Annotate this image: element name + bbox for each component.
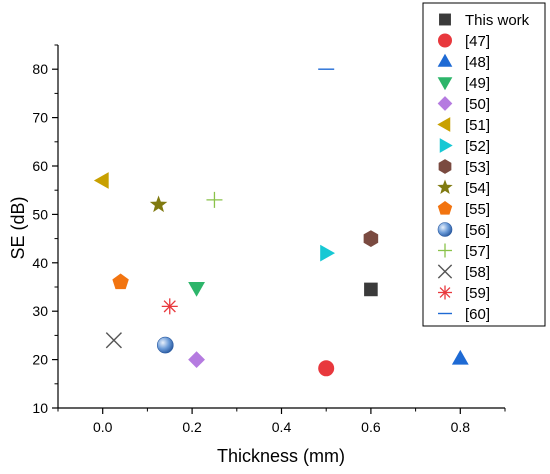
legend-marker-triangle-right [439,138,453,153]
legend-marker-x [437,264,453,279]
legend-label: This work [465,12,530,29]
y-tick-label: 20 [32,352,48,368]
data-point-square [364,282,378,297]
x-tick-label: 0.6 [361,419,381,435]
legend-label: [58] [465,264,490,281]
y-tick-label: 50 [32,206,48,222]
data-point-plus [206,191,223,208]
legend-label: [55] [465,201,490,218]
data-point-star [149,195,168,213]
y-axis-title: SE (dB) [8,196,28,259]
legend-label: [48] [465,54,490,71]
legend-label: [56] [465,222,490,239]
data-point-circle [318,360,335,377]
legend-label: [47] [465,33,490,50]
x-axis-title: Thickness (mm) [217,446,345,466]
legend-marker-star [437,179,453,195]
legend-label: [49] [465,75,490,92]
legend: This work [47] [48] [49] [50] [51] [52] [53] [54… [422,2,546,327]
x-tick-label: 0.2 [182,419,202,435]
legend-marker-hexagon [438,159,452,174]
legend-marker-asterisk [438,285,452,300]
data-point-x [105,332,122,349]
legend-label: [52] [465,138,490,155]
legend-marker-sphere [437,222,453,237]
legend-marker-square [439,13,451,26]
legend-marker-circle [438,33,452,48]
legend-label: [59] [465,285,490,302]
y-tick-label: 70 [32,110,48,126]
y-tick-label: 60 [32,158,48,174]
legend-marker-pentagon [437,200,453,215]
y-tick-label: 80 [32,61,48,77]
y-tick-label: 10 [32,400,48,416]
y-tick-label: 30 [32,303,48,319]
legend-marker-triangle-down [437,77,453,91]
data-point-triangle-left [93,172,109,189]
legend-marker-triangle-up [437,53,453,67]
data-point-triangle-down [188,281,205,297]
legend-label: [50] [465,96,490,113]
data-points [93,68,469,377]
data-point-triangle-right [320,244,335,262]
legend-marker-diamond [437,96,453,111]
data-point-sphere [156,336,174,354]
x-tick-label: 0.8 [451,419,471,435]
data-point-diamond [188,351,205,368]
legend-marker-triangle-left [437,117,451,132]
data-point-pentagon [112,273,129,290]
legend-label: [54] [465,180,490,197]
legend-label: [51] [465,117,490,134]
legend-label: [60] [465,306,490,323]
y-tick-label: 40 [32,255,48,271]
legend-label: [53] [465,159,490,176]
data-point-triangle-up [451,349,469,365]
legend-marker-plus [438,243,452,258]
x-tick-label: 0.4 [272,419,292,435]
x-tick-label: 0.0 [93,419,113,435]
data-point-hexagon [363,230,379,247]
data-point-asterisk [161,298,178,315]
axes: 0.0 0.2 0.4 0.6 0.8 10 20 30 40 50 60 70 80 [32,44,506,435]
legend-label: [57] [465,243,490,260]
